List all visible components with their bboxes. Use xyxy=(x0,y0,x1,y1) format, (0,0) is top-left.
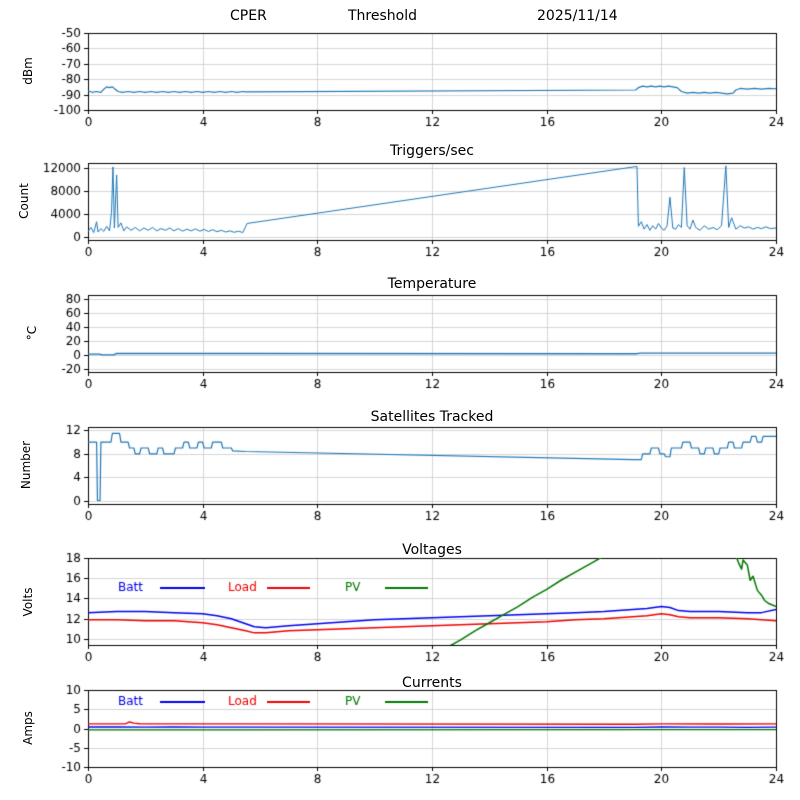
panel-triggers: Triggers/sec Count xyxy=(0,133,800,266)
panel-power: dBm xyxy=(0,0,800,133)
voltages-plot-canvas xyxy=(0,532,800,665)
ylabel-currents: Amps xyxy=(21,711,35,745)
ylabel-power: dBm xyxy=(21,57,35,85)
satellites-plot-canvas xyxy=(0,399,800,532)
title-temperature: Temperature xyxy=(387,276,477,292)
panel-satellites: Satellites Tracked Number xyxy=(0,399,800,532)
triggers-plot-canvas xyxy=(0,133,800,266)
title-satellites: Satellites Tracked xyxy=(370,409,494,425)
currents-plot-canvas xyxy=(0,665,800,800)
title-currents: Currents xyxy=(402,675,462,691)
temperature-plot-canvas xyxy=(0,266,800,399)
power-plot-canvas xyxy=(0,0,800,133)
panel-currents: Currents Amps xyxy=(0,665,800,800)
panel-temperature: Temperature °C xyxy=(0,266,800,399)
panel-voltages: Voltages Volts xyxy=(0,532,800,665)
title-voltages: Voltages xyxy=(402,542,462,558)
ylabel-satellites: Number xyxy=(19,440,33,490)
ylabel-voltages: Volts xyxy=(21,587,35,617)
ylabel-temperature: °C xyxy=(25,325,39,341)
title-triggers: Triggers/sec xyxy=(390,143,474,159)
ylabel-triggers: Count xyxy=(17,183,31,219)
